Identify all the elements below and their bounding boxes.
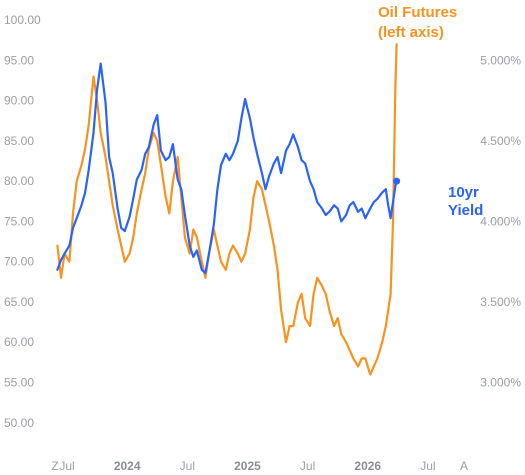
right-tick-label: 3.000% <box>480 376 521 390</box>
x-tick-label: Jul <box>420 459 435 473</box>
left-tick-label: 95.00 <box>4 53 34 67</box>
x-tick-label: 2024 <box>114 459 141 473</box>
yield-end-marker <box>393 177 401 185</box>
left-axis-ticks: 50.00 55.00 60.00 65.00 70.00 75.00 80.00 85.00… <box>4 13 41 430</box>
yield-series-label: 10yr <box>448 184 479 201</box>
oil-series-label: Oil Futures <box>378 4 457 21</box>
left-tick-label: 70.00 <box>4 255 34 269</box>
left-tick-label: 75.00 <box>4 214 34 228</box>
left-tick-label: 85.00 <box>4 134 34 148</box>
left-tick-label: 50.00 <box>4 416 34 430</box>
series-lines <box>56 43 401 376</box>
right-tick-label: 4.500% <box>480 134 521 148</box>
right-tick-label: 5.000% <box>480 53 521 67</box>
left-tick-label: 55.00 <box>4 376 34 390</box>
x-tick-label: 2026 <box>354 459 381 473</box>
right-axis-ticks: 3.000%3.500%4.000%4.500%5.000%5.500% <box>480 53 521 390</box>
right-tick-label: 3.500% <box>480 295 521 309</box>
x-tick-label: 2025 <box>234 459 261 473</box>
oil-series-label: (left axis) <box>378 24 444 41</box>
x-tick-label: Jul <box>59 459 74 473</box>
yield-line <box>56 62 398 275</box>
x-tick-label: A <box>460 459 468 473</box>
x-axis-ticks: Z Jul 2024 Jul 2025 Jul 2026 Jul A <box>51 459 468 473</box>
x-tick-label: Jul <box>300 459 315 473</box>
yield-series-label: Yield <box>448 202 483 219</box>
oil-futures-line <box>56 43 398 376</box>
left-tick-label: 80.00 <box>4 174 34 188</box>
x-tick-label: Jul <box>180 459 195 473</box>
right-tick-label: 4.000% <box>480 214 521 228</box>
x-tick-label: Z <box>51 459 58 473</box>
left-tick-label: 60.00 <box>4 335 34 349</box>
left-tick-label: 90.00 <box>4 94 34 108</box>
left-tick-label: 100.00 <box>4 13 41 27</box>
left-tick-label: 65.00 <box>4 295 34 309</box>
